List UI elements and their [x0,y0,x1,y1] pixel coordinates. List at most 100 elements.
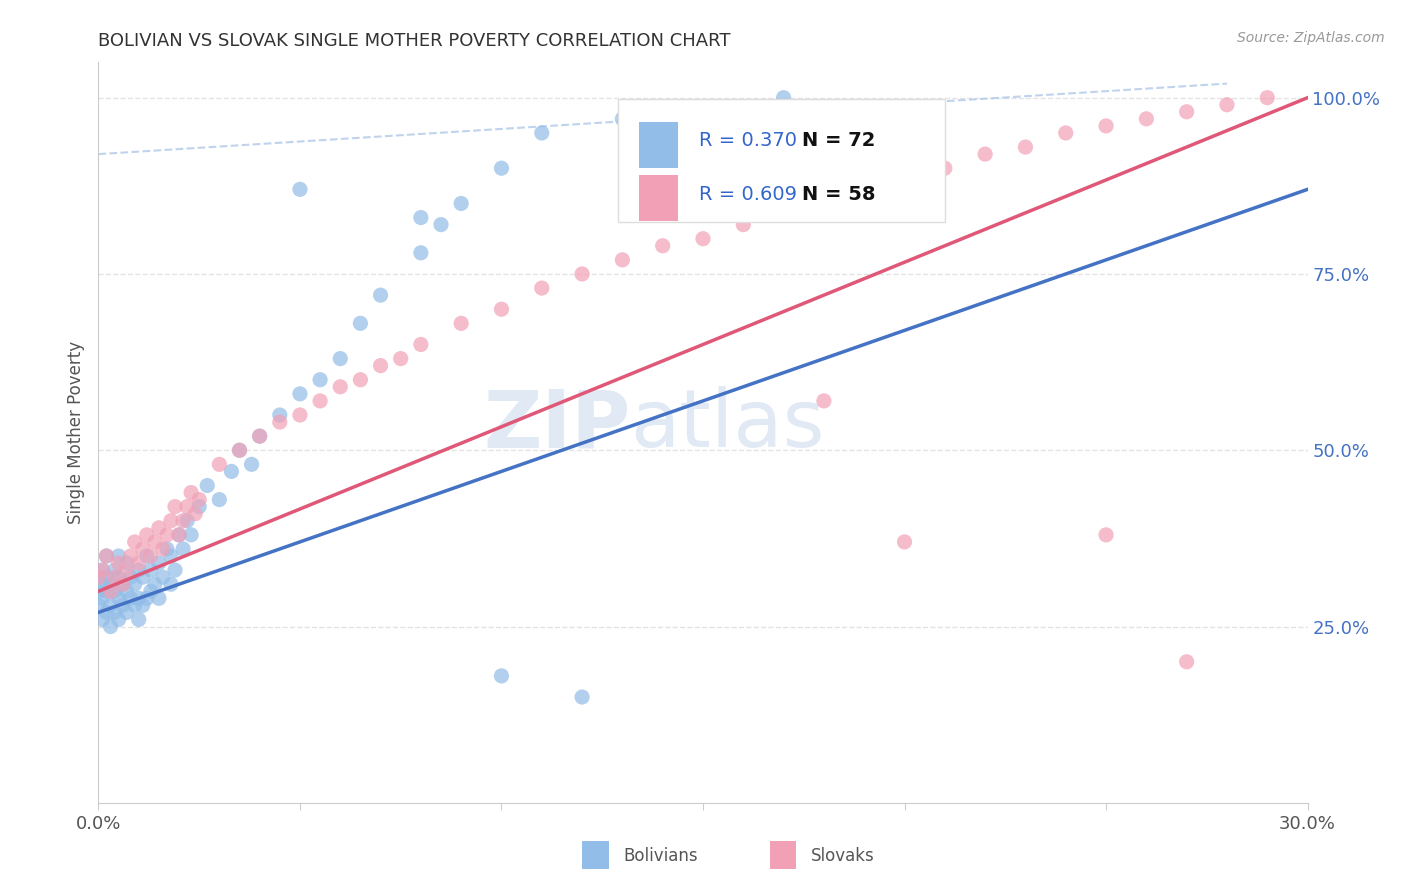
Point [107,549,129,563]
Point [208,492,231,507]
Point [100,619,122,633]
Point [135,591,157,606]
Point [692,104,714,119]
Point [87,584,110,599]
Point [228,443,250,458]
Point [430,218,453,232]
Point [132,570,155,584]
Point [1216,97,1239,112]
Point [934,161,956,176]
FancyBboxPatch shape [619,99,945,221]
Point [409,337,432,351]
Point [530,281,553,295]
Point [1175,104,1198,119]
Point [269,415,291,429]
Point [188,492,211,507]
Point [612,112,634,126]
Text: BOLIVIAN VS SLOVAK SINGLE MOTHER POVERTY CORRELATION CHART: BOLIVIAN VS SLOVAK SINGLE MOTHER POVERTY… [98,32,731,50]
Point [91,591,114,606]
Point [172,541,194,556]
Point [167,528,190,542]
Point [1014,140,1036,154]
Point [160,549,183,563]
Point [96,549,118,563]
Point [692,232,714,246]
Point [143,535,166,549]
FancyBboxPatch shape [769,841,796,870]
Point [329,351,352,366]
Point [103,570,125,584]
Point [91,577,114,591]
Point [772,203,794,218]
Point [103,563,125,577]
Point [87,570,110,584]
Point [491,669,513,683]
Point [450,196,472,211]
Point [1175,655,1198,669]
Point [195,478,218,492]
Point [103,584,125,599]
Point [156,541,179,556]
Point [96,584,118,599]
Point [309,373,332,387]
Point [87,570,110,584]
Text: R = 0.370: R = 0.370 [699,131,797,151]
Point [156,528,179,542]
Point [491,161,513,176]
Point [100,584,122,599]
Point [91,612,114,626]
Point [120,591,142,606]
Point [813,393,835,408]
Point [651,239,673,253]
Point [1095,528,1118,542]
Point [184,507,207,521]
Point [148,591,170,606]
Point [152,570,174,584]
Point [571,267,593,281]
Point [530,126,553,140]
Point [135,549,157,563]
Point [111,599,134,613]
Point [143,577,166,591]
Point [491,302,513,317]
Point [228,443,250,458]
Point [571,690,593,704]
Point [1135,112,1157,126]
Point [148,556,170,570]
Point [288,182,311,196]
Point [893,168,915,182]
Point [96,549,118,563]
Point [128,612,150,626]
Point [124,577,146,591]
Point [128,563,150,577]
Point [96,606,118,620]
Point [128,556,150,570]
Point [1095,119,1118,133]
Text: Bolivians: Bolivians [623,847,697,865]
Text: ZIP: ZIP [484,386,630,464]
Point [87,599,110,613]
Point [124,535,146,549]
Point [120,549,142,563]
Point [124,599,146,613]
Point [167,528,190,542]
Point [409,211,432,225]
Point [329,380,352,394]
Point [813,189,835,203]
Point [1256,91,1278,105]
Point [115,556,138,570]
Text: Slovaks: Slovaks [811,847,875,865]
Point [288,387,311,401]
Point [111,577,134,591]
Point [96,570,118,584]
Point [853,182,876,196]
Point [107,570,129,584]
Point [107,556,129,570]
Point [160,514,183,528]
Point [100,577,122,591]
Text: N = 72: N = 72 [803,131,876,151]
Point [163,500,186,514]
Point [115,563,138,577]
Point [349,373,371,387]
Point [148,521,170,535]
